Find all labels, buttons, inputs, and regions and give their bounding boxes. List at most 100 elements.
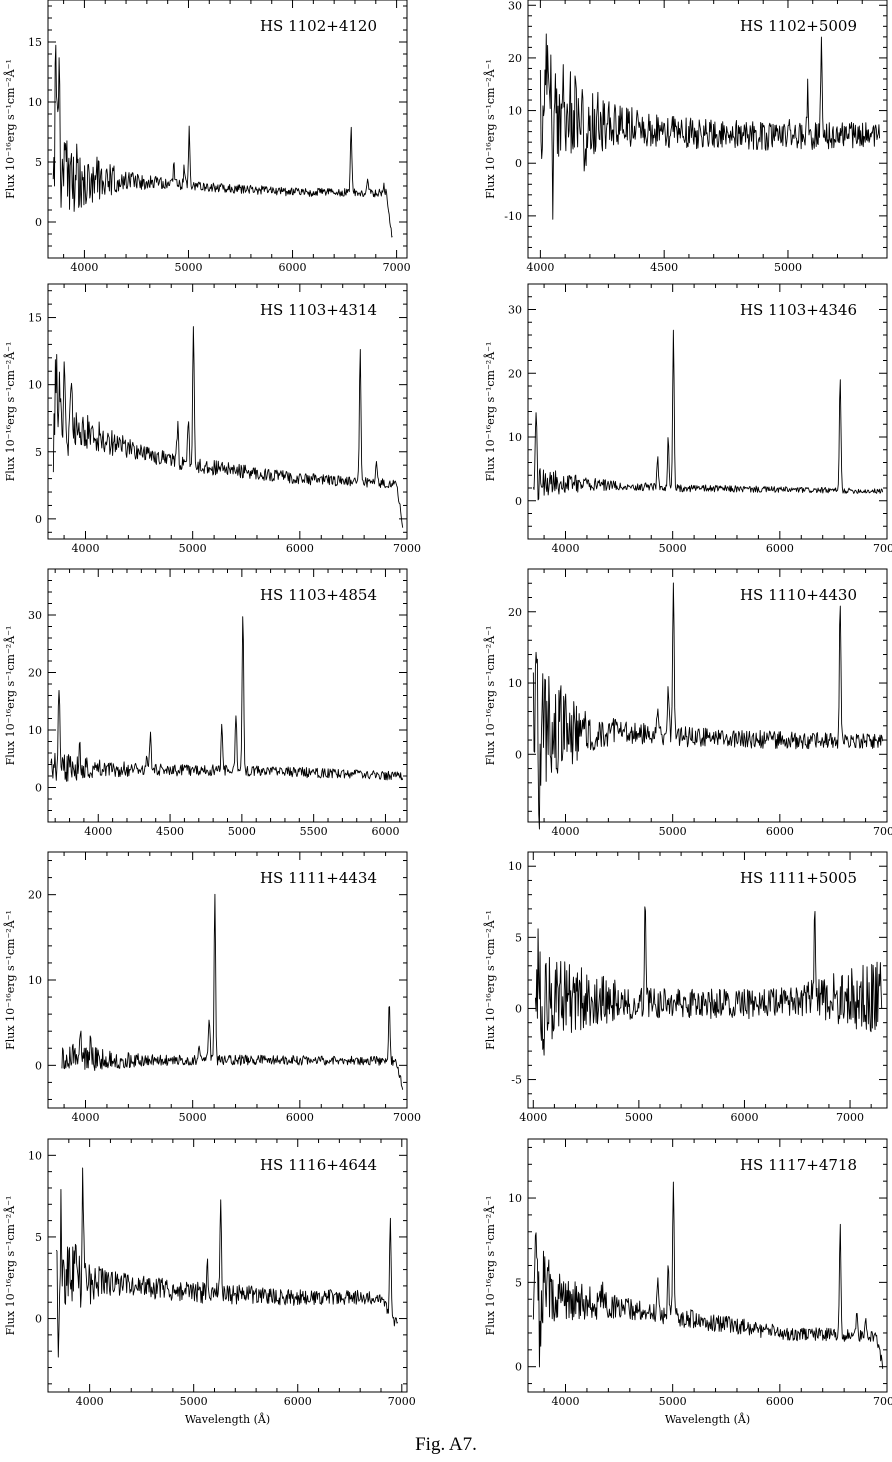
plot-frame [47,1138,408,1393]
x-axis-label: Wavelength (Å) [665,1412,750,1426]
y-axis-label: Flux 10⁻¹⁶erg s⁻¹cm⁻²Å⁻¹ [483,626,497,766]
x-tick-label: 4000 [552,825,580,838]
x-tick-label: 6000 [286,542,314,555]
x-tick-label: 5000 [179,542,207,555]
y-axis-label: Flux 10⁻¹⁶erg s⁻¹cm⁻²Å⁻¹ [483,910,497,1050]
spectrum-panel: 4000 5000 6000 7000 -5 0 5 10 HS 1111+5005 Flux 1… [483,851,888,1124]
x-tick-label: 6000 [284,1395,312,1408]
x-tick-label: 4000 [552,542,580,555]
spectrum-line [532,582,884,830]
x-tick-label: 4000 [76,1395,104,1408]
x-tick-label: 5000 [180,1395,208,1408]
x-tick-label: 6000 [766,825,794,838]
y-tick-label: 10 [508,431,522,444]
y-tick-label: 10 [508,105,522,118]
x-tick-label: 7000 [873,1395,892,1408]
x-tick-label: 6000 [766,1395,794,1408]
spectrum-panel: 4000 5000 6000 7000 0 10 20 HS 1110+4430 Flux 10… [483,568,892,838]
panel-title: HS 1102+5009 [740,17,857,35]
y-tick-label: 5 [35,156,42,169]
panel-title: HS 1117+4718 [740,1156,857,1174]
x-tick-label: 6000 [766,542,794,555]
plot-frame [47,283,408,540]
y-tick-label: 20 [508,52,522,65]
spectrum-panel: 4000 5000 6000 7000 0 5 10 HS 1116+4644 Flux 10⁻… [3,1138,416,1426]
plot-frame [527,1138,888,1393]
x-tick-label: 7000 [836,1111,864,1124]
y-tick-label: 10 [28,724,42,737]
x-tick-label: 4000 [552,1395,580,1408]
panel-title: HS 1103+4854 [260,586,377,604]
x-tick-label: 7000 [873,825,892,838]
y-tick-label: 5 [515,931,522,944]
x-tick-label: 4500 [650,261,678,274]
x-tick-label: 7000 [393,1111,421,1124]
x-tick-label: 7000 [383,261,411,274]
x-tick-label: 6000 [279,261,307,274]
y-tick-label: 0 [515,1002,522,1015]
y-tick-label: 20 [28,889,42,902]
panel-title: HS 1102+4120 [260,17,377,35]
plot-frame [527,568,888,823]
y-tick-label: 10 [28,1149,42,1162]
spectrum-panel: 4000 4500 5000 -10 0 10 20 30 HS 1102+5009 Flux 1… [483,0,888,274]
spectrum-panel: 4000 5000 6000 7000 0 5 10 15 HS 1103+4314 Flux 1… [3,283,421,555]
x-tick-label: 4500 [156,825,184,838]
y-tick-label: 15 [28,312,42,325]
y-tick-label: 0 [35,513,42,526]
y-axis-label: Flux 10⁻¹⁶erg s⁻¹cm⁻²Å⁻¹ [3,626,17,766]
spectrum-line [50,616,404,782]
spectrum-panel: 4000 4500 5000 5500 6000 0 10 20 30 HS 1103+4854 F… [3,568,408,838]
y-tick-label: 15 [28,36,42,49]
y-tick-label: 0 [515,495,522,508]
panel-title: HS 1103+4314 [260,301,377,319]
spectrum-line [539,33,881,220]
y-tick-label: 10 [508,677,522,690]
spectrum-panel: 4000 5000 6000 7000 0 10 20 HS 1111+4434 Flux 10… [3,851,421,1124]
spectrum-line [52,326,404,528]
y-tick-label: 10 [28,974,42,987]
panel-title: HS 1111+5005 [740,869,857,887]
plot-frame [527,0,888,259]
spectrum-line [61,893,404,1090]
y-tick-label: 0 [515,748,522,761]
x-tick-label: 5000 [659,825,687,838]
y-tick-label: 20 [508,606,522,619]
y-tick-label: 0 [515,157,522,170]
y-tick-label: 0 [35,1313,42,1326]
y-tick-label: 0 [35,216,42,229]
x-tick-label: 5000 [659,1395,687,1408]
y-axis-label: Flux 10⁻¹⁶erg s⁻¹cm⁻²Å⁻¹ [483,59,497,199]
y-axis-label: Flux 10⁻¹⁶erg s⁻¹cm⁻²Å⁻¹ [3,910,17,1050]
spectrum-panel: 4000 5000 6000 7000 0 5 10 15 HS 1102+4120 Flux 1… [3,0,411,274]
x-tick-label: 6000 [371,825,399,838]
x-tick-label: 6000 [730,1111,758,1124]
x-tick-label: 4000 [519,1111,547,1124]
spectrum-line [52,44,393,238]
x-tick-label: 7000 [393,542,421,555]
y-axis-label: Flux 10⁻¹⁶erg s⁻¹cm⁻²Å⁻¹ [3,1196,17,1336]
spectrum-line [532,329,884,501]
y-tick-label: 10 [508,860,522,873]
y-tick-label: 30 [508,0,522,12]
y-tick-label: 10 [508,1192,522,1205]
x-tick-label: 4000 [72,542,100,555]
y-tick-label: 5 [35,1231,42,1244]
x-tick-label: 5000 [659,542,687,555]
x-axis-label: Wavelength (Å) [185,1412,270,1426]
spectrum-line [534,906,883,1056]
spectrum-panel: 4000 5000 6000 7000 0 5 10 HS 1117+4718 Flux 10⁻… [483,1138,892,1426]
x-tick-label: 5000 [625,1111,653,1124]
x-tick-label: 4000 [84,825,112,838]
x-tick-label: 5500 [300,825,328,838]
x-tick-label: 5000 [179,1111,207,1124]
figure-caption: Fig. A7. [415,1434,477,1455]
y-tick-label: 30 [508,304,522,317]
x-tick-label: 5000 [174,261,202,274]
x-tick-label: 7000 [388,1395,416,1408]
x-tick-label: 4000 [72,1111,100,1124]
y-tick-label: 10 [28,96,42,109]
x-tick-label: 5000 [228,825,256,838]
plot-frame [47,0,408,259]
